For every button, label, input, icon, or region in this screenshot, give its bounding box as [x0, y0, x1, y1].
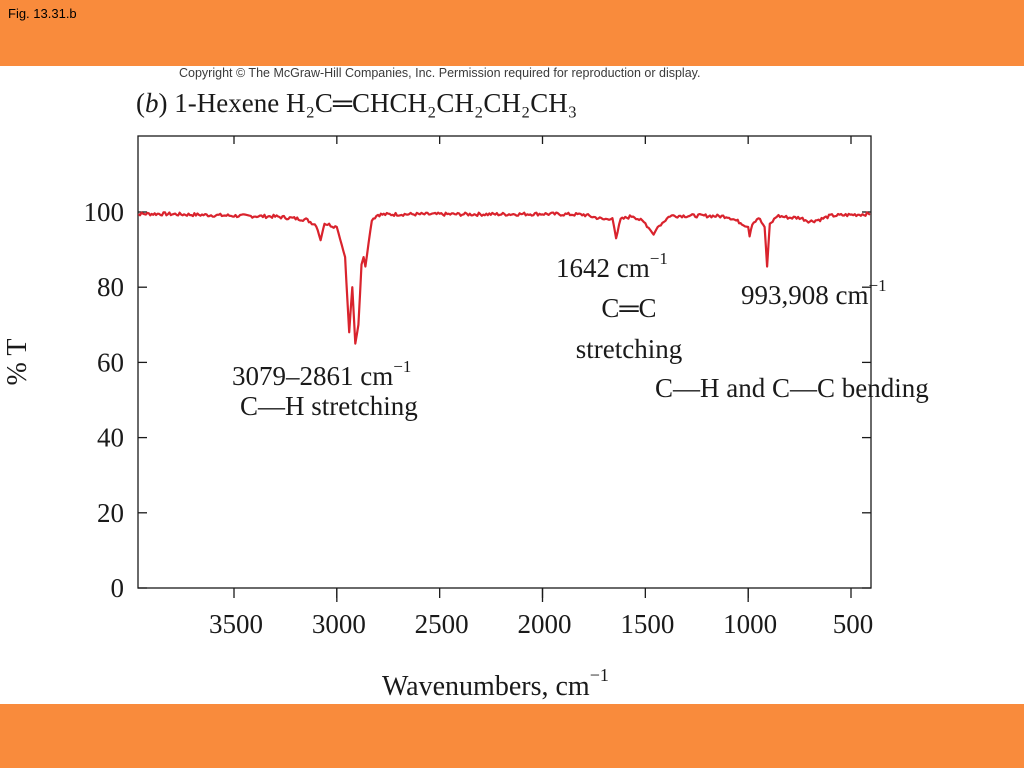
x-tick-label: 1000	[723, 609, 777, 639]
annotation-cc-wavenumber: 1642 cm−1	[556, 249, 668, 283]
x-tick-label: 1500	[620, 609, 674, 639]
annotation-cc-description: stretching	[576, 334, 682, 364]
trace-group	[137, 211, 871, 345]
x-axis-label-superscript: −1	[590, 665, 609, 685]
top-orange-band: Fig. 13.31.b	[0, 0, 1024, 66]
x-tick-label: 3000	[312, 609, 366, 639]
annotation-ch-stretching: 3079–2861 cm−1 C—H stretching	[232, 357, 418, 421]
y-tick-label: 100	[84, 197, 125, 227]
annotation-ch-description: C—H stretching	[240, 391, 418, 421]
y-axis-label: % T	[2, 339, 33, 386]
title-formula: H₂C═CHCH₂CH₂CH₂CH₃	[286, 88, 577, 118]
bottom-orange-band	[0, 704, 1024, 768]
y-tick-label: 40	[97, 423, 124, 453]
copyright-notice: Copyright © The McGraw-Hill Companies, I…	[179, 66, 701, 80]
y-tick-label: 80	[97, 272, 124, 302]
figure-label: Fig. 13.31.b	[8, 6, 77, 21]
transmittance-trace	[137, 211, 871, 345]
x-tick-label: 3500	[209, 609, 263, 639]
x-axis-label: Wavenumbers, cm−1	[382, 665, 609, 702]
y-tick-label: 20	[97, 498, 124, 528]
x-axis-label-text: Wavenumbers, cm	[382, 671, 590, 702]
x-tick-label: 2500	[415, 609, 469, 639]
title-compound-name: 1-Hexene	[174, 88, 279, 118]
y-tick-label: 60	[97, 347, 124, 377]
x-tick-label: 500	[833, 609, 874, 639]
title-part-label: b	[145, 88, 159, 118]
annotation-cc-stretching: 1642 cm−1 C═C stretching	[556, 249, 682, 364]
axes-group: 0 20 40 60 80 100 3500 3000 2500 2000 1500 1000 500	[84, 136, 874, 639]
annotation-ch-wavenumber: 3079–2861 cm−1	[232, 357, 411, 391]
annotation-bending-description: C—H and C—C bending	[655, 373, 929, 403]
annotation-bending: 993,908 cm−1 C—H and C—C bending	[655, 276, 929, 403]
chart-title: (b) 1-Hexene H₂C═CHCH₂CH₂CH₂CH₃	[136, 88, 577, 118]
annotation-bending-wavenumber: 993,908 cm−1	[741, 276, 887, 310]
y-tick-label: 0	[111, 573, 125, 603]
annotation-cc-bond: C═C	[601, 293, 656, 323]
x-tick-label: 2000	[518, 609, 572, 639]
